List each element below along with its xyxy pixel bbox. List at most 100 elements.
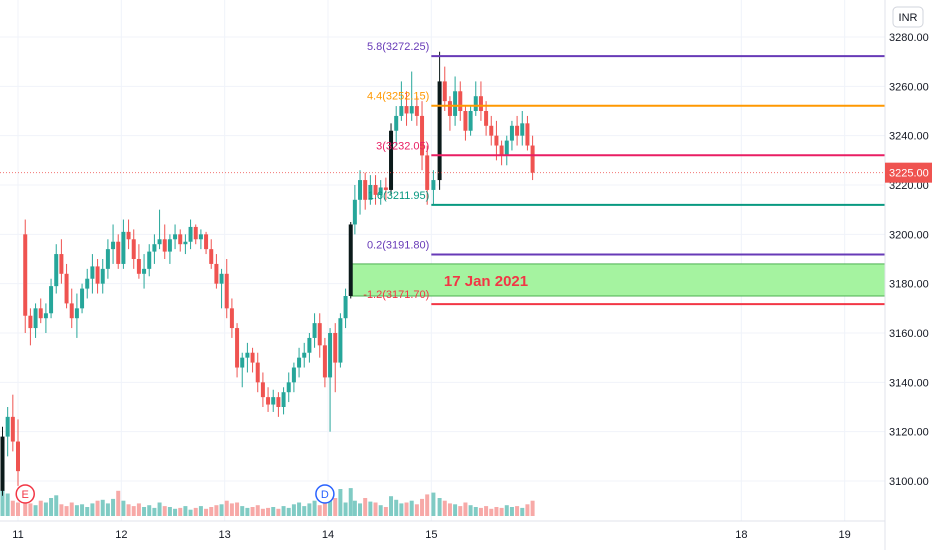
candle[interactable] <box>5 407 10 457</box>
candle[interactable] <box>147 244 152 277</box>
candle[interactable] <box>23 219 28 333</box>
candle[interactable] <box>33 303 38 338</box>
candle[interactable] <box>162 224 167 259</box>
candle[interactable] <box>64 263 69 309</box>
candle[interactable] <box>389 123 394 195</box>
candle[interactable] <box>378 180 383 205</box>
candle[interactable] <box>276 392 281 417</box>
time-axis[interactable]: 111213141518192021 <box>12 529 932 541</box>
candle[interactable] <box>43 303 48 333</box>
candle[interactable] <box>437 51 442 190</box>
candle[interactable] <box>358 170 363 215</box>
candle[interactable] <box>431 170 436 205</box>
event-marker[interactable]: E <box>15 484 35 504</box>
fib-level[interactable]: 5.8(3272.25) <box>367 41 885 58</box>
candle[interactable] <box>136 244 141 279</box>
candle[interactable] <box>245 342 250 373</box>
candle[interactable] <box>90 254 95 294</box>
date-zone-rect[interactable] <box>350 263 886 297</box>
candle[interactable] <box>530 135 535 181</box>
candle[interactable] <box>260 372 265 407</box>
candle[interactable] <box>193 224 198 245</box>
fib-levels[interactable]: 5.8(3272.25) 4.4(3252.15) 3(3232.05) 1.6(32… <box>363 41 885 306</box>
candle[interactable] <box>328 328 333 432</box>
candle[interactable] <box>16 419 20 486</box>
candle[interactable] <box>409 71 414 121</box>
candle[interactable] <box>478 81 483 121</box>
candle[interactable] <box>468 106 473 136</box>
candle[interactable] <box>240 352 245 388</box>
candle[interactable] <box>484 101 489 136</box>
candle[interactable] <box>297 347 302 378</box>
candle[interactable] <box>499 140 504 166</box>
candle[interactable] <box>312 313 317 348</box>
candle[interactable] <box>442 66 447 111</box>
candle[interactable] <box>373 175 378 205</box>
candle[interactable] <box>458 81 463 121</box>
candle[interactable] <box>383 177 388 200</box>
candle[interactable] <box>271 389 276 412</box>
candle[interactable] <box>317 313 322 358</box>
candle[interactable] <box>173 224 178 250</box>
candle[interactable] <box>291 362 296 393</box>
candle[interactable] <box>515 115 520 146</box>
candle[interactable] <box>111 224 116 264</box>
candle[interactable] <box>142 254 147 289</box>
candle[interactable] <box>38 298 43 324</box>
candle[interactable] <box>338 313 343 368</box>
candle[interactable] <box>219 268 224 309</box>
candle[interactable] <box>80 283 85 314</box>
candle[interactable] <box>447 96 452 131</box>
candle[interactable] <box>504 135 509 166</box>
candle[interactable] <box>363 172 368 210</box>
candle[interactable] <box>525 115 530 151</box>
candle[interactable] <box>333 323 338 393</box>
candle[interactable] <box>494 120 499 161</box>
candle[interactable] <box>69 288 74 329</box>
currency-badge[interactable]: INR <box>892 6 924 28</box>
candle[interactable] <box>281 387 286 415</box>
candle[interactable] <box>28 308 33 346</box>
candle[interactable] <box>100 259 105 294</box>
candle[interactable] <box>425 145 430 205</box>
candle[interactable] <box>74 293 79 338</box>
candle[interactable] <box>352 185 357 235</box>
candle[interactable] <box>250 347 255 373</box>
candle[interactable] <box>255 352 260 393</box>
candle[interactable] <box>178 229 183 252</box>
candle[interactable] <box>343 288 348 329</box>
fib-level[interactable]: 4.4(3252.15) <box>367 91 885 107</box>
candle[interactable] <box>235 323 240 378</box>
candle[interactable] <box>509 120 514 151</box>
fib-level[interactable]: 3(3232.05) <box>376 140 885 157</box>
event-marker-circle[interactable] <box>15 484 35 504</box>
candle[interactable] <box>157 209 162 250</box>
candle[interactable] <box>10 394 15 452</box>
fib-level[interactable]: -1.2(3171.70) <box>363 289 885 306</box>
candle[interactable] <box>85 268 90 299</box>
candle[interactable] <box>95 259 100 294</box>
fib-level[interactable]: 0.2(3191.80) <box>367 240 885 256</box>
candle[interactable] <box>121 219 126 269</box>
candle[interactable] <box>453 76 458 126</box>
candle[interactable] <box>209 239 214 269</box>
event-marker[interactable]: D <box>315 484 335 504</box>
candle[interactable] <box>131 229 136 269</box>
candle[interactable] <box>266 387 271 412</box>
candle[interactable] <box>224 259 229 319</box>
candle[interactable] <box>116 234 121 269</box>
candle[interactable] <box>348 222 353 299</box>
candle[interactable] <box>420 101 425 171</box>
fib-level[interactable]: 1.6(3211.95) <box>368 190 885 206</box>
candle[interactable] <box>54 244 59 294</box>
candle[interactable] <box>307 333 312 363</box>
candle[interactable] <box>183 234 188 255</box>
event-marker-circle[interactable] <box>315 484 335 504</box>
candle[interactable] <box>302 342 307 368</box>
candle[interactable] <box>286 372 291 403</box>
candle[interactable] <box>59 239 64 284</box>
candle[interactable] <box>229 298 234 338</box>
candle[interactable] <box>126 219 131 250</box>
